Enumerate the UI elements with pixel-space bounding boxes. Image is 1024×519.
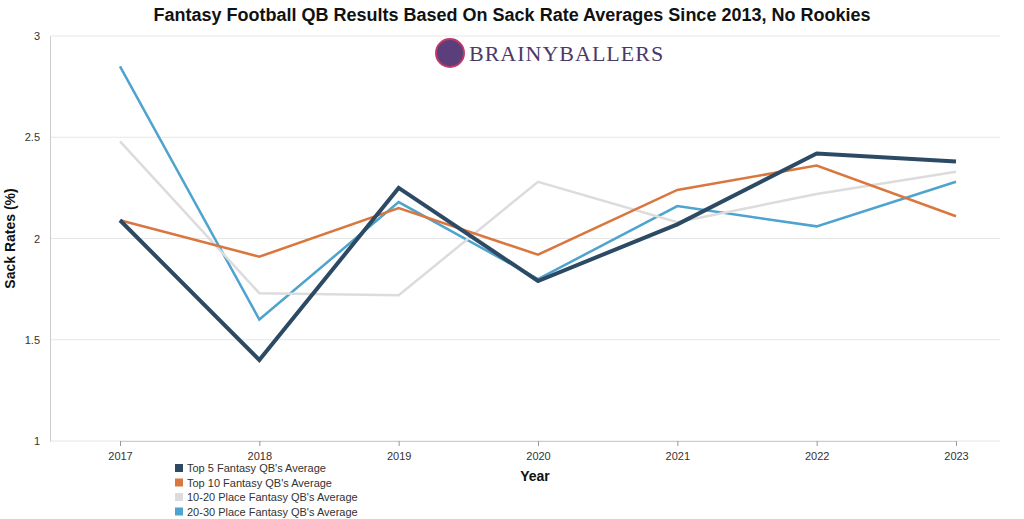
line-series (120, 166, 956, 257)
x-tick-label: 2021 (666, 450, 690, 462)
grid-line (50, 36, 1000, 37)
line-series (120, 153, 956, 360)
legend-swatch (175, 493, 183, 501)
x-tick-label: 2023 (944, 450, 968, 462)
x-tick-mark (399, 441, 400, 446)
x-tick-label: 2022 (805, 450, 829, 462)
y-axis: 1 1.5 2 2.5 3 (25, 30, 51, 447)
legend-swatch (175, 464, 183, 472)
legend-label: Top 5 Fantasy QB's Average (187, 462, 326, 474)
y-tick-label: 1.5 (25, 334, 40, 346)
x-tick: 2017 (108, 441, 132, 462)
x-tick: 2023 (944, 441, 968, 462)
y-axis-line (50, 37, 51, 442)
x-tick-mark (677, 441, 678, 446)
y-tick-label: 2 (34, 233, 40, 245)
x-tick: 2022 (805, 441, 829, 462)
x-axis: 2017 2018 2019 2020 2021 2022 2023 (108, 441, 968, 462)
x-tick: 2020 (526, 441, 550, 462)
x-tick: 2021 (666, 441, 690, 462)
logo-icon (436, 39, 464, 67)
x-tick-mark (120, 441, 121, 446)
x-tick-label: 2020 (526, 450, 550, 462)
grid-line (50, 137, 1000, 138)
x-tick-label: 2019 (387, 450, 411, 462)
legend-label: Top 10 Fantasy QB's Average (187, 477, 332, 489)
legend-label: 20-30 Place Fantasy QB's Average (187, 506, 358, 518)
x-tick-mark (956, 441, 957, 446)
x-tick-label: 2018 (248, 450, 272, 462)
y-tick-label: 2.5 (25, 131, 40, 143)
x-axis-title: Year (520, 468, 550, 484)
y-tick-label: 1 (34, 435, 40, 447)
grid (50, 36, 1000, 441)
x-tick-mark (817, 441, 818, 446)
chart-title: Fantasy Football QB Results Based On Sac… (154, 5, 871, 25)
y-tick: 2 (34, 233, 50, 245)
legend: Top 5 Fantasy QB's Average Top 10 Fantasy… (175, 462, 358, 518)
y-axis-title: Sack Rates (%) (2, 188, 18, 288)
y-tick: 1.5 (25, 334, 50, 346)
x-tick-label: 2017 (108, 450, 132, 462)
subtitle: BRAINYBALLERS (469, 41, 664, 66)
x-tick-mark (538, 441, 539, 446)
legend-label: 10-20 Place Fantasy QB's Average (187, 491, 358, 503)
y-tick: 1 (34, 435, 50, 447)
y-tick: 2.5 (25, 131, 50, 143)
y-tick: 3 (34, 30, 50, 42)
legend-swatch (175, 508, 183, 516)
y-tick-label: 3 (34, 30, 40, 42)
x-tick: 2018 (248, 441, 272, 462)
lines (120, 66, 956, 360)
x-axis-line (121, 442, 957, 447)
x-tick: 2019 (387, 441, 411, 462)
x-tick-mark (259, 441, 260, 446)
grid-line (50, 339, 1000, 340)
line-series (120, 141, 956, 295)
legend-swatch (175, 479, 183, 487)
